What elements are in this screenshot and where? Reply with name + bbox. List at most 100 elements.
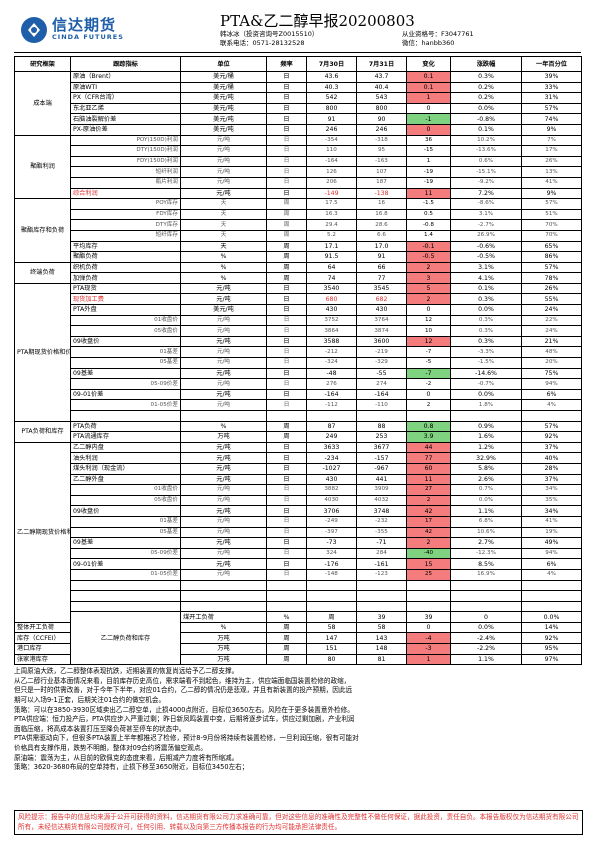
percentile-cell: 24% [521, 325, 582, 337]
table-row: FDY(150D)利润 元/吨日 -164 -163 1 0.6% 26% [15, 155, 582, 168]
change-pct-cell: 0.3% [450, 71, 522, 83]
value-jul31: 441 [356, 473, 407, 486]
unit-cell: % [180, 251, 267, 263]
report-header: 信达期货 CINDA FUTURES PTA&乙二醇早报20200803 韩冰冰… [14, 8, 581, 53]
category-cell: PTA期现货价格和价差 [14, 282, 71, 422]
percentile-cell: 65% [521, 240, 582, 253]
change-cell: 2 [406, 399, 451, 411]
table-row: 乙二醇外盘 元/吨日 430 441 11 2.6% 37% [15, 473, 582, 486]
commentary-line: 期可以入场9-1正套，后期关注01合约的做空机会。 [14, 696, 166, 705]
indicator-name: PTA流通库存 [70, 431, 181, 443]
table-header-row: 研究框架 跟踪指标 单位 频率 7月30日 7月31日 变化 涨跌幅 一年百分位 [14, 56, 582, 72]
indicator-name [70, 410, 181, 422]
change-cell: 0 [406, 621, 451, 634]
change-cell: 1 [406, 653, 451, 666]
table-row: 09收盘价 元/吨日 3706 3748 42 1.1% 34% [15, 505, 582, 517]
frequency-cell: 日 [266, 123, 307, 136]
value-jul30 [306, 600, 357, 613]
indicator-name: 09收盘价 [70, 335, 181, 348]
percentile-cell: 51% [521, 208, 582, 221]
table-row: 01基差 元/吨日 -249 -232 17 6.8% 41% [15, 515, 582, 528]
value-jul31: 430 [356, 304, 407, 316]
unit-cell: % [180, 420, 267, 433]
unit-cell: 元/吨 [180, 187, 267, 200]
change-pct-cell: -1.5% [450, 357, 522, 369]
commentary-line: 原油端：震荡为主，从目前的欧佩克的态度来看，后期减产力度将有所缩减。 [14, 753, 239, 762]
unit-cell: 万吨 [180, 653, 267, 666]
change-cell: -4 [406, 632, 451, 645]
value-jul30: 249 [306, 431, 357, 443]
value-jul30: 542 [306, 92, 357, 104]
change-cell: 36 [406, 134, 451, 147]
value-jul31: -164 [356, 388, 407, 401]
indicator-name: 短纤库存 [70, 229, 181, 242]
table-row: 09收盘价 元/吨日 3588 3600 12 0.3% 21% [15, 335, 582, 348]
frequency-cell: 日 [266, 399, 307, 411]
change-pct-cell: -8.6% [450, 198, 522, 210]
table-row: 加弹负荷% 周 74 77 3 4.1% 78% [15, 272, 582, 284]
value-jul30: 87 [306, 420, 357, 433]
indicator-name: 油头利润 [70, 452, 181, 464]
value-jul31: 95 [356, 145, 407, 157]
table-row: PTA流通库存 万吨周 249 253 3.9 1.6% 92% [15, 431, 582, 443]
value-jul31: -157 [356, 452, 407, 464]
change-pct-cell: 16.9% [450, 568, 522, 581]
change-pct-cell: 10.6% [450, 526, 522, 539]
percentile-cell: 70% [521, 219, 582, 231]
indicator-name: 01-05价差 [70, 568, 181, 581]
percentile-cell: 55% [521, 293, 582, 306]
frequency-cell: 日 [266, 537, 307, 549]
change-cell: -3 [406, 643, 451, 655]
value-jul31: 91 [356, 251, 407, 263]
value-jul30: 680 [306, 293, 357, 306]
change-pct-cell: 0.0% [450, 494, 522, 507]
unit-cell: 元/吨 [180, 568, 267, 581]
change-pct-cell: 0.9% [450, 420, 522, 433]
table-row: 东北亚乙烯 美元/吨日 800 800 0 0.0% 57% [15, 102, 582, 115]
indicator-name: FDY库存 [70, 208, 181, 221]
table-row: 聚酯库存和负荷 POY库存天周 17.5 16 -1.5 -8.6% 57% [14, 198, 582, 263]
change-cell [406, 410, 451, 422]
percentile-cell: 19% [521, 526, 582, 539]
percentile-cell: 39% [521, 71, 582, 83]
frequency-cell: 周 [266, 240, 307, 253]
value-jul31: -161 [356, 558, 407, 570]
percentile-cell: 41% [521, 176, 582, 189]
change-cell: 5 [406, 282, 451, 295]
frequency-cell: 日 [266, 304, 307, 316]
change-cell: 1 [406, 92, 451, 104]
unit-cell: 元/吨 [180, 505, 267, 517]
indicator-name: POY库存 [70, 198, 181, 210]
table-row: 05-09价差 元/吨日 324 284 -40 -12.3% 94% [15, 547, 582, 560]
change-cell: 0.5 [406, 208, 451, 221]
frequency-cell: 日 [266, 505, 307, 517]
indicator-name: 09-01价差 [70, 388, 181, 401]
unit-cell: 美元/吨 [180, 113, 267, 125]
change-cell: 15 [406, 558, 451, 570]
value-jul30: 17.5 [306, 198, 357, 210]
indicator-name: 煤头利润（现金流） [70, 462, 181, 475]
value-jul31: 187 [356, 176, 407, 189]
unit-cell: 天 [180, 208, 267, 221]
value-jul31: -163 [356, 155, 407, 168]
value-jul31: 43.7 [356, 71, 407, 83]
value-jul30: 3633 [306, 441, 357, 454]
value-jul30: 4030 [306, 494, 357, 507]
report-page: 信达期货 CINDA FUTURES PTA&乙二醇早报20200803 韩冰冰… [14, 8, 583, 836]
value-jul31: 17.0 [356, 240, 407, 253]
percentile-cell: 33% [521, 81, 582, 94]
change-pct-cell: 5.8% [450, 462, 522, 475]
value-jul30: -234 [306, 452, 357, 464]
commentary-line: 价格具有支撑作用，跌势不明朗，整体对09合约将震荡偏空观点。 [14, 744, 208, 752]
change-cell: 42 [406, 526, 451, 539]
value-jul30: 276 [306, 378, 357, 390]
value-jul31: 253 [356, 431, 407, 443]
value-jul30: 110 [306, 145, 357, 157]
unit-cell [180, 410, 267, 422]
indicator-name: 瓶片利润 [70, 176, 181, 189]
value-jul30: -73 [306, 537, 357, 549]
unit-cell: 元/吨 [180, 484, 267, 496]
change-cell: 0 [450, 611, 522, 623]
change-cell: 11 [406, 473, 451, 486]
